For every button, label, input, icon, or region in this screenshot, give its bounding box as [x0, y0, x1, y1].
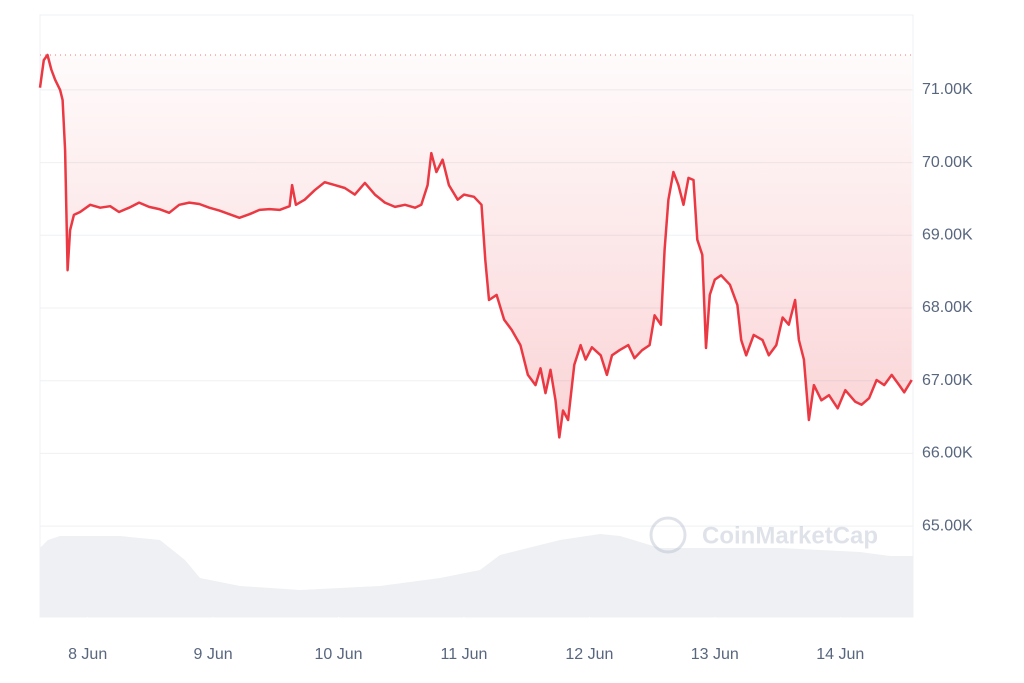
x-tick-label: 11 Jun — [441, 646, 488, 663]
plot — [38, 53, 913, 439]
x-tick-label: 9 Jun — [194, 646, 233, 663]
watermark: CoinMarketCap — [649, 516, 878, 554]
x-tick-label: 8 Jun — [68, 646, 107, 663]
y-tick-label: 69.00K — [922, 227, 973, 244]
watermark-text: CoinMarketCap — [702, 522, 878, 549]
y-tick-label: 66.00K — [922, 445, 973, 462]
price-line — [38, 53, 913, 439]
volume-area — [40, 534, 913, 617]
y-tick-label: 68.00K — [922, 299, 973, 316]
x-tick-label: 10 Jun — [315, 646, 363, 663]
price-area — [40, 54, 912, 438]
x-tick-label: 12 Jun — [565, 646, 613, 663]
y-tick-label: 65.00K — [922, 517, 973, 534]
watermark-logo — [649, 516, 687, 554]
y-tick-label: 67.00K — [922, 372, 973, 389]
x-tick-label: 13 Jun — [691, 646, 739, 663]
x-tick-label: 14 Jun — [816, 646, 864, 663]
y-tick-label: 71.00K — [922, 81, 973, 98]
y-tick-label: 70.00K — [922, 154, 973, 171]
